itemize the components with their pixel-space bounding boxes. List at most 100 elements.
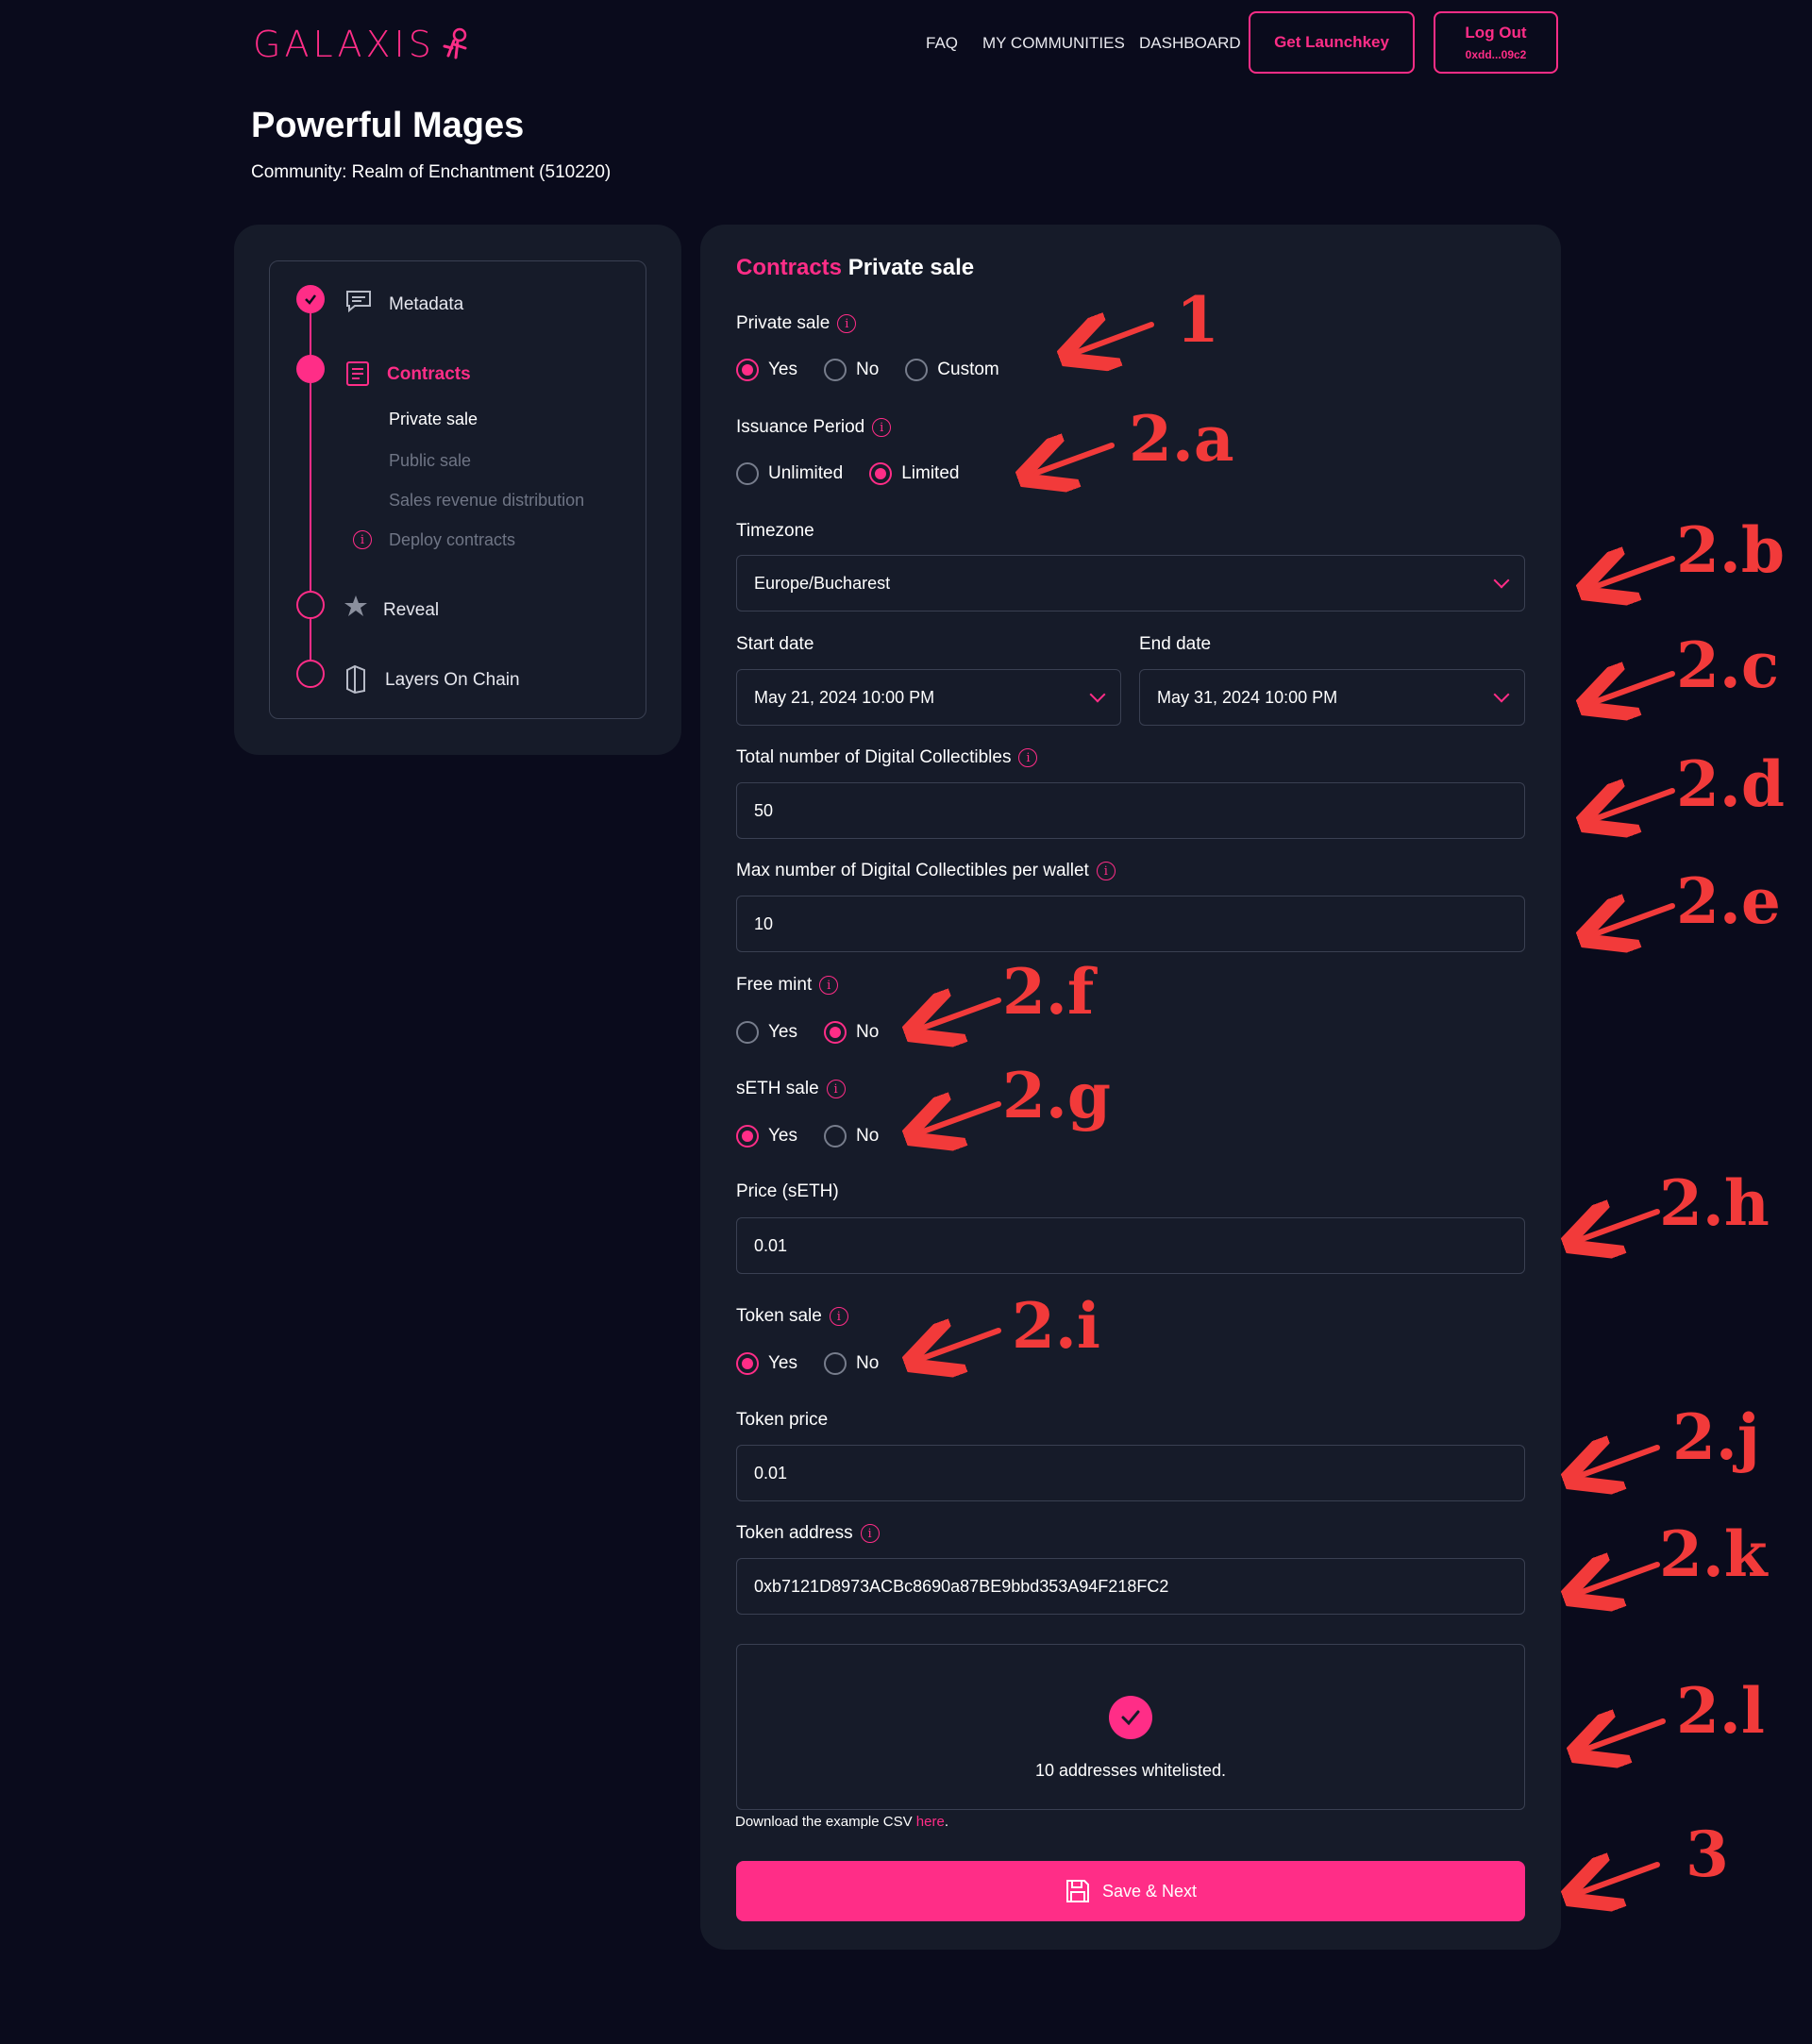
price-input[interactable]: 0.01 [736,1217,1525,1274]
annotation-label: 2.h [1659,1166,1770,1240]
private-sale-custom[interactable]: Custom [905,359,999,381]
substep-sales-revenue[interactable]: Sales revenue distribution [389,491,585,510]
nav-dashboard[interactable]: DASHBOARD [1139,34,1241,52]
issuance-unlimited[interactable]: Unlimited [736,462,843,485]
max-per-wallet-label: Max number of Digital Collectibles per w… [736,861,1116,881]
radio-label: No [856,1353,880,1373]
layers-icon [346,664,365,695]
substep-private-sale[interactable]: Private sale [389,410,478,428]
free-mint-yes[interactable]: Yes [736,1021,797,1044]
timeline-line [310,300,311,674]
start-date-picker[interactable]: May 21, 2024 10:00 PM [736,669,1121,726]
info-icon[interactable]: i [829,1307,848,1326]
radio-circle[interactable] [824,1352,847,1375]
timezone-label: Timezone [736,521,814,541]
issuance-radio-group: Unlimited Limited [736,462,985,485]
token-sale-yes[interactable]: Yes [736,1352,797,1375]
page-title: Powerful Mages [251,106,525,145]
substep-public-sale[interactable]: Public sale [389,451,472,470]
warning-info-icon: i [353,530,372,549]
token-price-value: 0.01 [754,1463,788,1483]
step-contracts[interactable]: Contracts [387,364,471,384]
token-address-label-text: Token address [736,1523,853,1543]
annotation-label: 2.d [1676,747,1786,821]
csv-download-link[interactable]: here [915,1814,945,1830]
nav-faq[interactable]: FAQ [926,34,959,52]
seth-sale-no[interactable]: No [824,1125,879,1148]
annotation-label: 2.j [1672,1400,1760,1474]
private-sale-no[interactable]: No [824,359,879,381]
radio-circle[interactable] [736,1021,759,1044]
radio-circle[interactable] [824,359,847,381]
step-check-icon [296,285,325,313]
token-address-input[interactable]: 0xb7121D8973ACBc8690a87BE9bbd353A94F218F… [736,1558,1525,1615]
radio-circle[interactable] [824,1125,847,1148]
galaxis-logo[interactable]: GALAXIS [253,23,471,66]
token-sale-label: Token sale i [736,1306,848,1327]
max-per-wallet-input[interactable]: 10 [736,896,1525,952]
radio-label: Yes [768,1353,797,1373]
issuance-period-label: Issuance Period i [736,417,892,438]
radio-label: Custom [937,360,999,379]
end-date-picker[interactable]: May 31, 2024 10:00 PM [1139,669,1525,726]
timezone-value: Europe/Bucharest [754,573,891,593]
radio-circle[interactable] [736,462,759,485]
info-icon[interactable]: i [819,976,839,995]
info-icon[interactable]: i [872,418,892,437]
seth-label-text: sETH sale [736,1079,819,1098]
issuance-limited[interactable]: Limited [869,462,959,485]
whitelist-upload-area[interactable] [736,1644,1525,1810]
token-price-input[interactable]: 0.01 [736,1445,1525,1501]
step-reveal[interactable]: Reveal [383,600,440,620]
annotation-label: 3 [1686,1818,1729,1891]
logout-button[interactable]: Log Out 0xdd...09c2 [1434,11,1558,74]
save-next-button[interactable]: Save & Next [736,1861,1525,1921]
save-icon [1065,1880,1089,1902]
substep-deploy-contracts[interactable]: Deploy contracts [389,530,516,549]
token-sale-radio-group: Yes No [736,1352,905,1375]
radio-label: Yes [768,1126,797,1146]
radio-label: Unlimited [768,463,844,483]
free-mint-radio-group: Yes No [736,1021,905,1044]
info-icon[interactable]: i [1096,862,1116,880]
get-launchkey-button[interactable]: Get Launchkey [1249,11,1415,74]
radio-circle[interactable] [736,359,759,381]
free-mint-no[interactable]: No [824,1021,879,1044]
annotation-label: 2.b [1676,513,1786,587]
info-icon[interactable]: i [837,314,857,333]
info-icon[interactable]: i [826,1080,846,1098]
radio-circle[interactable] [869,462,893,485]
private-sale-yes[interactable]: Yes [736,359,797,381]
step-empty-dot [296,660,325,688]
issuance-label-text: Issuance Period [736,417,865,437]
seth-sale-yes[interactable]: Yes [736,1125,797,1148]
annotation-label: 2.c [1676,628,1780,702]
info-icon[interactable]: i [1018,748,1038,767]
csv-hint: Download the example CSV here. [735,1814,948,1830]
nav-my-communities[interactable]: MY COMMUNITIES [982,34,1125,52]
radio-circle[interactable] [736,1352,759,1375]
radio-circle[interactable] [824,1021,847,1044]
token-sale-no[interactable]: No [824,1352,879,1375]
radio-label: No [856,1022,880,1042]
token-address-label: Token address i [736,1523,880,1544]
max-wallet-value: 10 [754,913,774,933]
end-date-label: End date [1139,634,1212,654]
community-subtitle: Community: Realm of Enchantment (510220) [251,162,612,182]
logo-text: GALAXIS [253,24,435,65]
radio-circle[interactable] [905,359,929,381]
free-mint-label-text: Free mint [736,975,813,995]
annotation-label: 2.a [1129,402,1234,476]
total-collectibles-input[interactable]: 50 [736,782,1525,839]
step-metadata[interactable]: Metadata [389,294,464,314]
message-icon [346,291,371,312]
info-icon[interactable]: i [860,1524,880,1543]
max-wallet-label-text: Max number of Digital Collectibles per w… [736,861,1089,880]
form-title-section: Contracts [736,255,843,280]
timezone-select[interactable]: Europe/Bucharest [736,555,1525,612]
annotation-label: 2.k [1659,1517,1768,1591]
radio-circle[interactable] [736,1125,759,1148]
token-price-label: Token price [736,1410,829,1430]
step-layers-on-chain[interactable]: Layers On Chain [385,670,520,690]
